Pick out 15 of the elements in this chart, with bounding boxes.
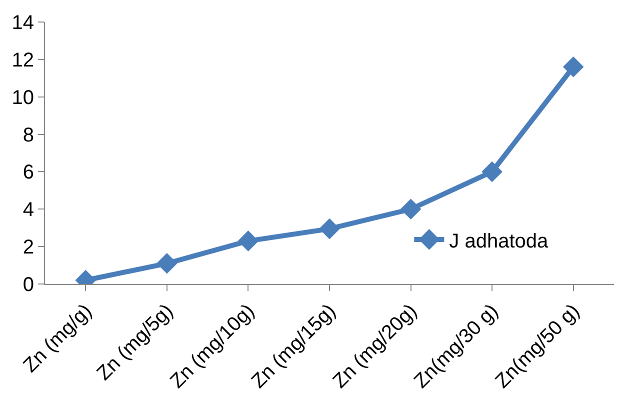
y-tick-label: 14 — [12, 12, 34, 34]
point — [238, 230, 259, 252]
point — [482, 161, 502, 182]
point — [562, 56, 584, 78]
point — [156, 253, 178, 274]
y-tick-label: 8 — [22, 124, 34, 146]
y-tick-label: 10 — [12, 86, 34, 109]
point — [400, 198, 422, 220]
y-tick-label: 2 — [22, 236, 34, 259]
y-tick-label: 4 — [22, 199, 34, 222]
y-tick-label: 0 — [22, 274, 34, 296]
legend-label: J adhatoda — [449, 230, 550, 252]
y-tick-label: 12 — [12, 49, 34, 72]
point — [319, 218, 340, 240]
y-tick-label: 6 — [22, 162, 34, 184]
